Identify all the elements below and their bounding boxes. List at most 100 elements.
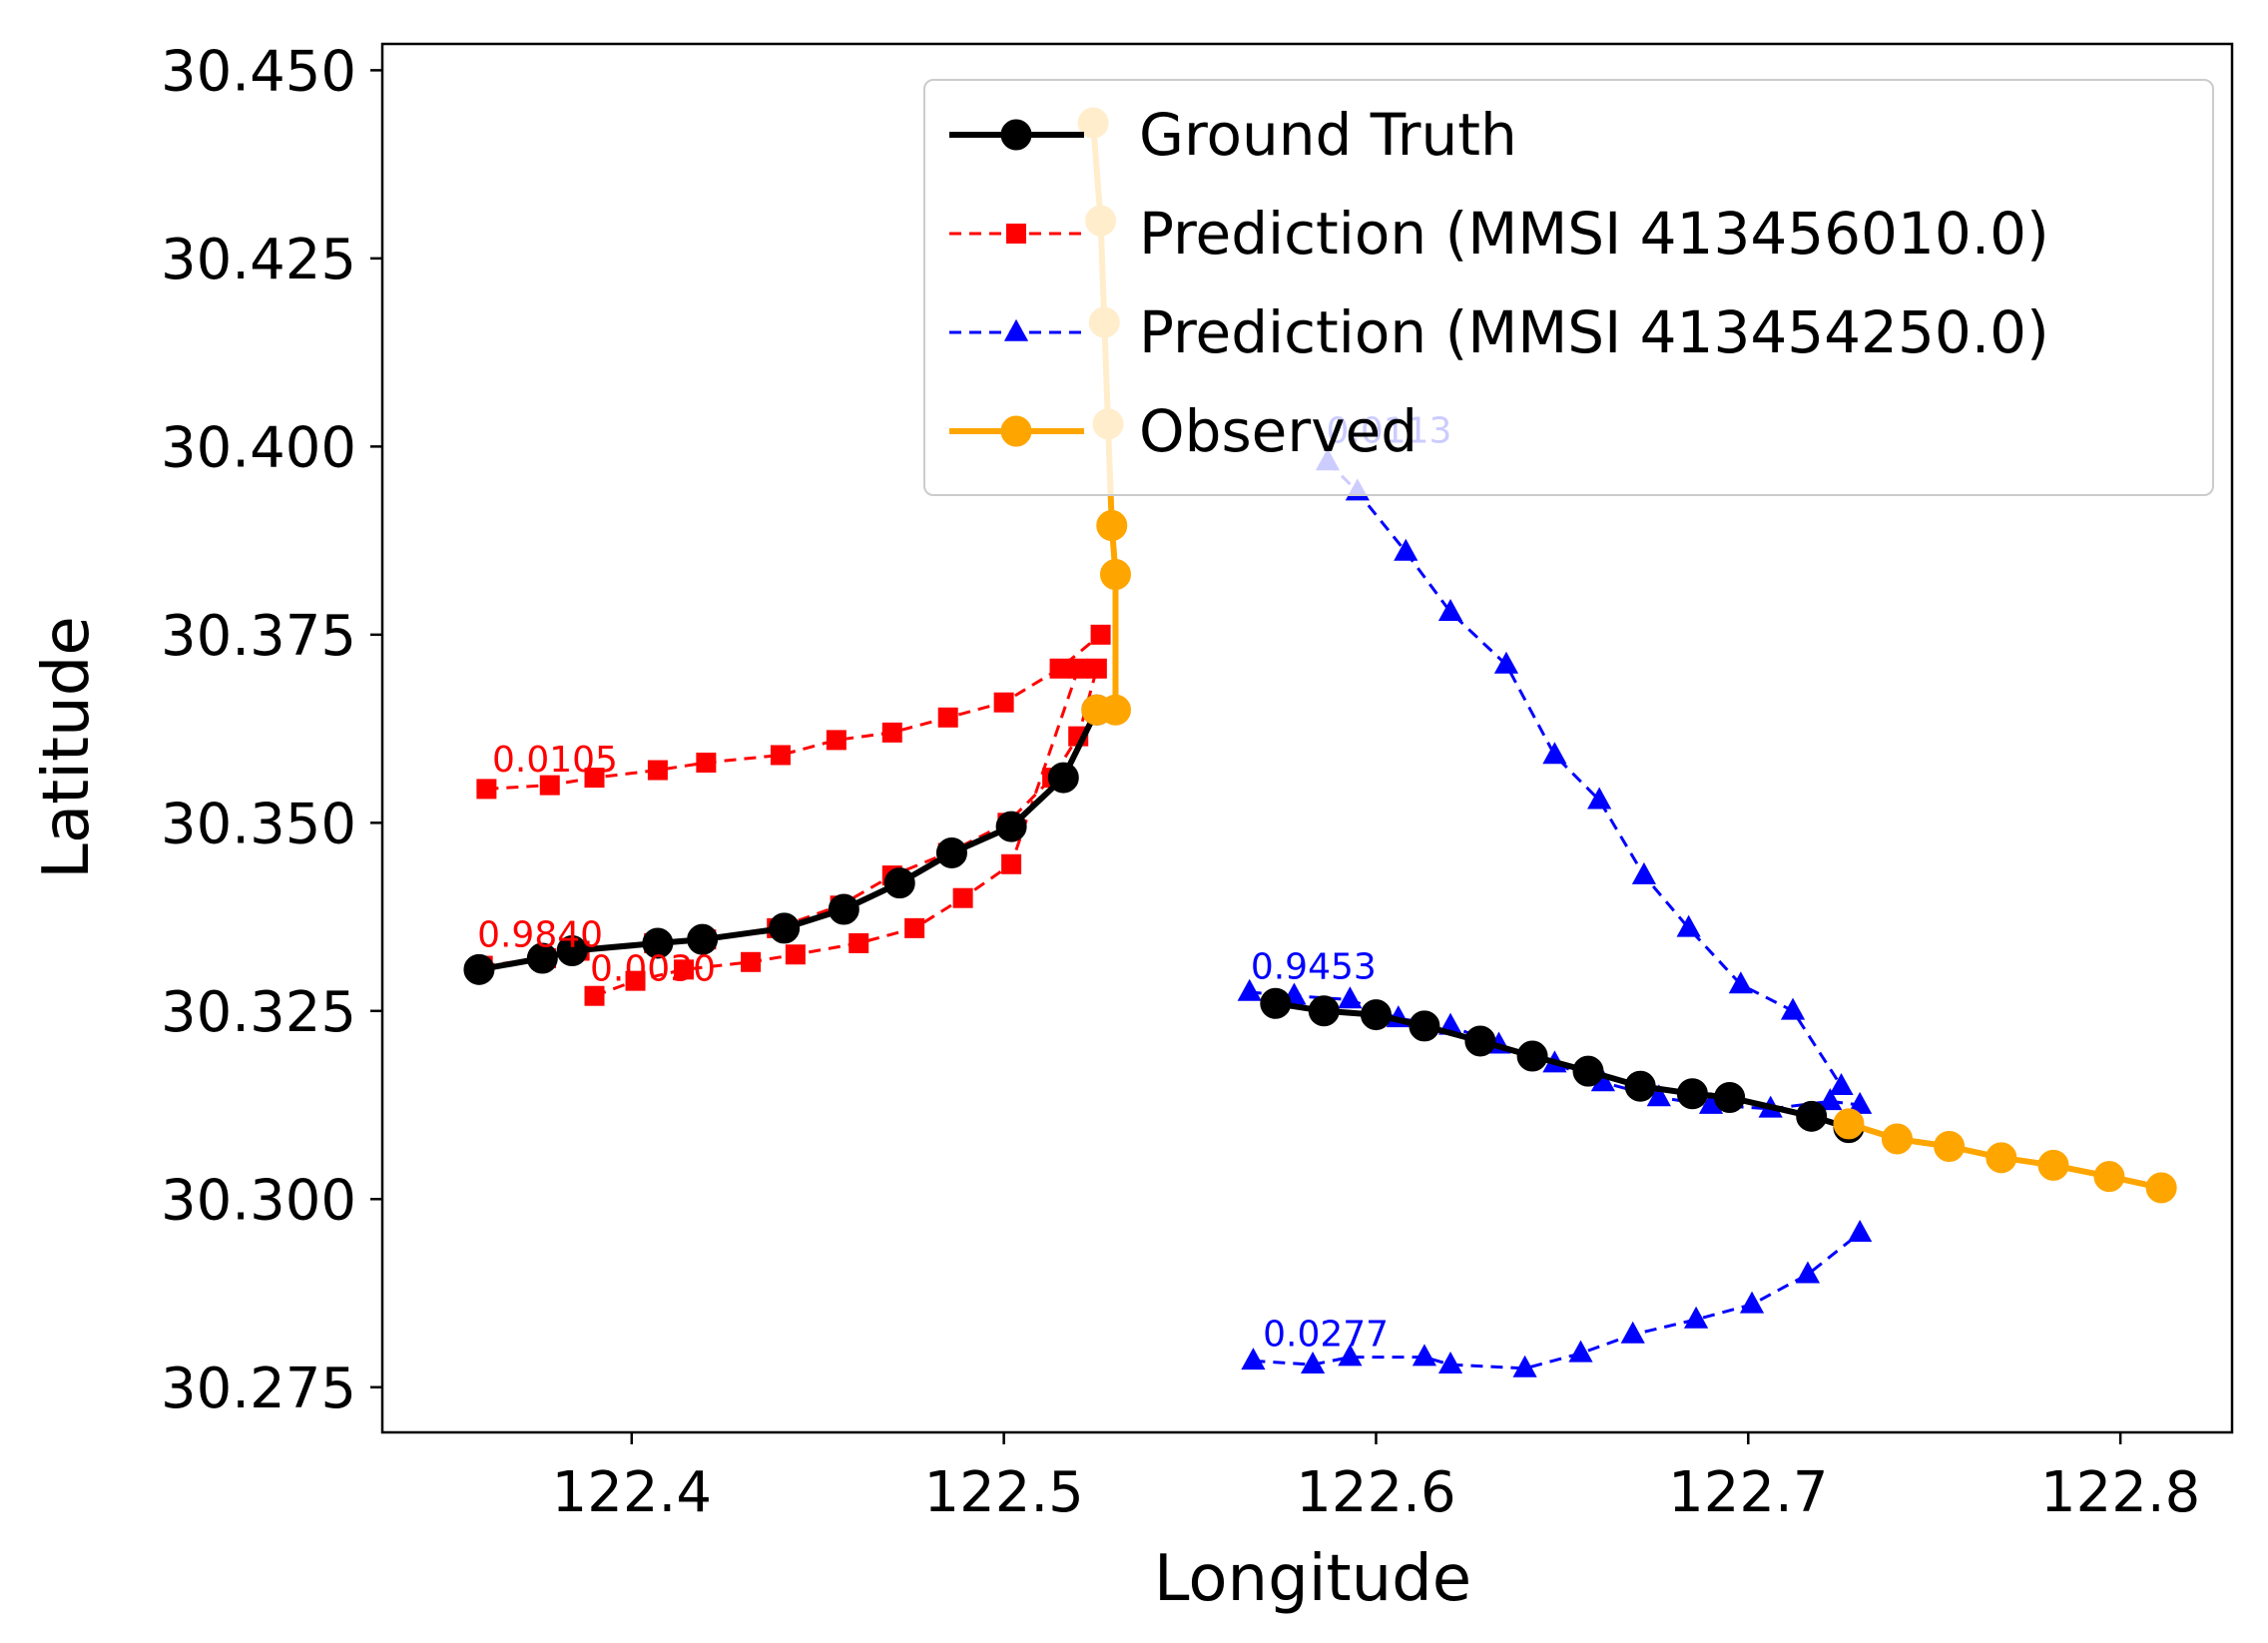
data-point	[1001, 853, 1022, 874]
legend-entry: Observed	[949, 397, 1418, 465]
data-point	[1493, 651, 1519, 674]
legend-marker	[1000, 415, 1032, 447]
data-point	[1698, 1091, 1724, 1114]
data-point	[642, 927, 674, 959]
legend-marker	[1003, 318, 1029, 341]
data-point	[1464, 1025, 1496, 1057]
data-point	[1646, 1084, 1671, 1107]
series-prediction-mmsi-413456010-0--4	[476, 624, 1111, 800]
data-point	[1099, 559, 1131, 591]
data-point	[1241, 1348, 1266, 1370]
data-point	[937, 707, 958, 728]
data-point	[1780, 997, 1806, 1020]
y-tick-label: 30.450	[161, 39, 356, 104]
series-prediction-mmsi-413454250-0--9	[1241, 1220, 1873, 1377]
data-point	[883, 867, 915, 899]
data-point	[1437, 599, 1463, 622]
data-point	[647, 760, 668, 781]
data-point	[696, 753, 717, 774]
legend-label: Prediction (MMSI 413454250.0)	[1139, 298, 2049, 366]
legend-marker	[1000, 119, 1032, 151]
data-point	[584, 768, 605, 789]
data-point	[1090, 624, 1111, 645]
data-point	[1308, 995, 1340, 1027]
data-point	[2037, 1149, 2069, 1181]
data-point	[1714, 1082, 1746, 1114]
data-point	[1300, 1351, 1326, 1373]
data-point	[1260, 987, 1292, 1019]
data-point	[881, 722, 902, 743]
data-point	[1829, 1072, 1854, 1095]
data-point	[687, 923, 719, 955]
data-point	[1237, 978, 1262, 1001]
data-point	[539, 775, 560, 796]
data-point	[1047, 762, 1079, 794]
data-point	[1590, 1069, 1616, 1092]
data-point	[995, 811, 1027, 842]
series-line	[593, 668, 1080, 998]
data-point	[673, 959, 694, 980]
series-observed-1	[1833, 1108, 2177, 1204]
x-tick-label: 122.8	[2040, 1460, 2200, 1525]
data-point	[1848, 1091, 1873, 1114]
x-tick-label: 122.4	[552, 1460, 712, 1525]
data-point	[904, 917, 925, 938]
data-point	[828, 893, 859, 925]
data-point	[952, 887, 973, 908]
y-tick-label: 30.300	[161, 1168, 356, 1233]
series-prediction-mmsi-413456010-0--6	[584, 658, 1089, 1006]
data-point	[769, 912, 801, 944]
data-point	[1684, 1306, 1709, 1329]
x-axis-label: Longitude	[1154, 1542, 1471, 1616]
data-point	[1739, 1291, 1765, 1314]
data-point	[1587, 787, 1612, 810]
data-point	[993, 692, 1014, 713]
legend-box	[923, 79, 2214, 496]
data-point	[476, 779, 497, 800]
data-point	[526, 942, 558, 974]
data-point	[1572, 1055, 1604, 1087]
legend-label: Prediction (MMSI 413456010.0)	[1139, 200, 2049, 268]
data-point	[770, 745, 791, 766]
legend-entry: Prediction (MMSI 413456010.0)	[949, 200, 2049, 268]
data-point	[935, 836, 967, 868]
data-point	[1360, 999, 1392, 1031]
data-point	[625, 970, 646, 991]
y-tick-label: 30.375	[161, 604, 356, 669]
data-point	[1412, 1344, 1437, 1367]
x-tick-label: 122.7	[1668, 1460, 1828, 1525]
data-point	[1338, 986, 1363, 1009]
data-point	[1881, 1123, 1913, 1155]
y-axis-label: Latitude	[30, 616, 104, 878]
x-tick-label: 122.6	[1296, 1460, 1455, 1525]
axes-frame	[380, 42, 2234, 1434]
data-point	[1512, 1355, 1537, 1377]
data-point	[1086, 658, 1107, 679]
x-tick-label: 122.5	[923, 1460, 1083, 1525]
probability-annotation: 0.0030	[590, 949, 716, 990]
data-point	[1096, 510, 1128, 542]
data-point	[1542, 742, 1567, 765]
data-point	[1676, 1078, 1708, 1110]
data-point	[785, 944, 806, 965]
data-point	[2093, 1161, 2125, 1193]
legend-entry: Prediction (MMSI 413454250.0)	[949, 298, 2049, 366]
data-point	[1818, 1088, 1843, 1111]
data-point	[584, 985, 605, 1006]
data-point	[1624, 1070, 1656, 1102]
data-point	[1985, 1142, 2017, 1174]
data-point	[1796, 1100, 1828, 1132]
data-point	[1728, 971, 1753, 994]
data-point	[1338, 1344, 1363, 1367]
data-point	[1081, 694, 1113, 726]
data-point	[1437, 1351, 1463, 1373]
legend-label: Ground Truth	[1139, 101, 1517, 169]
probability-annotation: 0.9840	[477, 915, 603, 956]
data-point	[1848, 1220, 1873, 1243]
axes: 122.4 122.5 122.6 122.7 122.8 30.275 30.300 30.…	[161, 39, 2234, 1525]
data-point	[1676, 914, 1701, 937]
legend: Ground Truth Prediction (MMSI 413456010.0…	[923, 79, 2214, 496]
data-point	[1934, 1131, 1966, 1163]
data-point	[1568, 1340, 1593, 1363]
